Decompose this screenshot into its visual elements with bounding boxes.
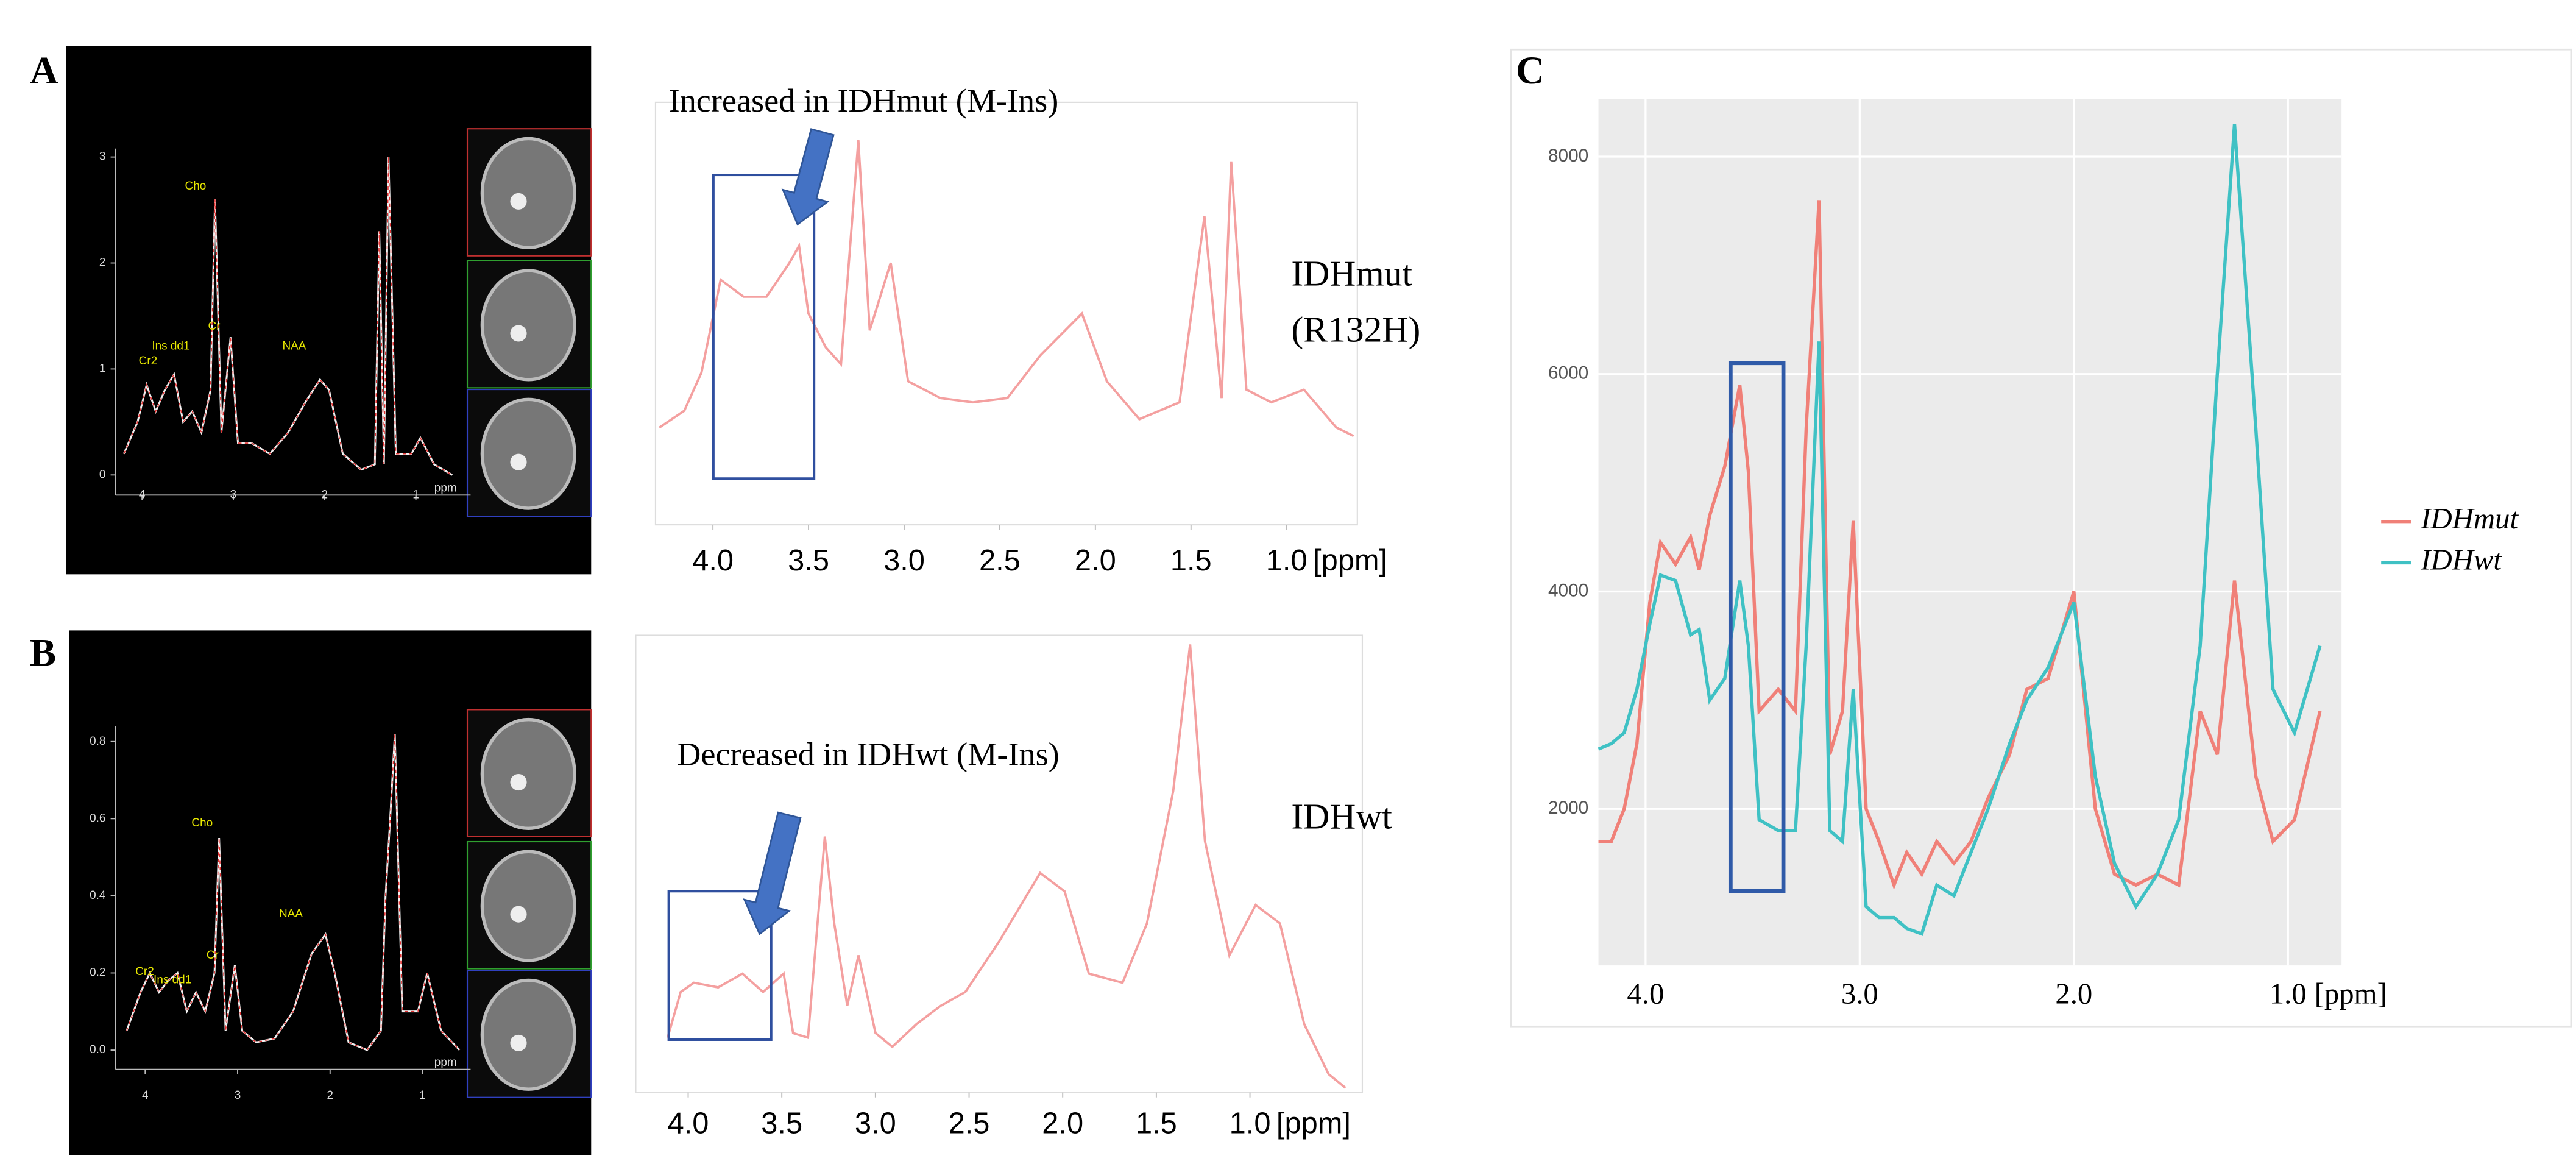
arrow — [781, 128, 835, 226]
group-label: IDHmut — [1291, 254, 1412, 294]
x-tick-label: 2.0 — [1042, 1107, 1083, 1140]
peak-label: Ins dd1 — [152, 340, 189, 353]
mri-brain — [480, 397, 576, 510]
lesion — [510, 193, 527, 210]
peak-label: Cho — [191, 817, 213, 829]
x-tick-label: 3 — [230, 488, 237, 501]
x-unit: ppm — [434, 1056, 457, 1069]
x-tick-label: 1.0 — [2270, 978, 2307, 1010]
mri-brain — [480, 978, 576, 1091]
peak-label: Cr — [207, 949, 219, 962]
x-tick-label: 4.0 — [692, 544, 734, 577]
x-tick-label: 1 — [419, 1089, 426, 1102]
annotation: Decreased in IDHwt (M-Ins) — [677, 736, 1060, 772]
annotation: Increased in IDHmut (M-Ins) — [669, 82, 1059, 119]
series-line — [1598, 200, 2322, 890]
highlight-box — [1728, 361, 1786, 893]
y-tick-label: 0.4 — [90, 889, 105, 902]
highlight-box — [667, 890, 773, 1041]
x-tick-label: 3.0 — [855, 1107, 896, 1140]
y-tick-label: 0.6 — [90, 812, 105, 825]
x-tick-label: 3.0 — [883, 544, 925, 577]
group-label: IDHwt — [1291, 796, 1392, 836]
x-unit: [ppm] — [1313, 544, 1387, 577]
x-tick-label: 2.0 — [1075, 544, 1116, 577]
spectrum-line — [659, 140, 1354, 438]
highlight-box — [712, 174, 816, 480]
y-tick-label: 1 — [99, 362, 106, 375]
x-tick-label: 2 — [327, 1089, 333, 1102]
lesion — [510, 906, 527, 923]
x-tick-label: 1 — [412, 488, 419, 501]
x-unit: [ppm] — [2315, 978, 2387, 1010]
lesion — [510, 773, 527, 791]
x-tick-label: 1.0 — [1266, 544, 1307, 577]
x-tick-label: 3.5 — [788, 544, 829, 577]
x-tick-label: 4 — [139, 488, 146, 501]
x-tick-label: 1.5 — [1170, 544, 1212, 577]
lesion — [510, 453, 527, 470]
lesion — [510, 325, 527, 342]
mri-brain — [480, 269, 576, 382]
mri-brain — [480, 717, 576, 831]
peak-label: Cr2 — [135, 965, 154, 978]
y-tick-label: 0.8 — [90, 735, 105, 748]
x-tick-label: 4.0 — [1627, 978, 1664, 1010]
x-tick-label: 1.0 — [1230, 1107, 1271, 1140]
mri-brain — [480, 137, 576, 249]
x-tick-label: 4.0 — [668, 1107, 709, 1140]
legend-label: IDHmut — [2420, 502, 2519, 535]
x-tick-label: 2 — [321, 488, 328, 501]
x-unit: [ppm] — [1276, 1107, 1351, 1140]
y-tick-label: 0 — [99, 468, 106, 481]
peak-label: Cho — [185, 180, 207, 193]
y-tick-label: 4000 — [1548, 580, 1588, 600]
panel-label: B — [30, 631, 56, 675]
y-tick-label: 2000 — [1548, 798, 1588, 818]
panel-label: A — [30, 49, 58, 93]
group-label: (R132H) — [1291, 310, 1420, 350]
lesion — [510, 1034, 527, 1051]
x-tick-label: 1.5 — [1136, 1107, 1177, 1140]
x-tick-label: 2.0 — [2055, 978, 2092, 1010]
x-tick-label: 3.5 — [761, 1107, 802, 1140]
peak-label: NAA — [282, 340, 306, 353]
peak-label: Ins dd1 — [154, 973, 191, 986]
y-tick-label: 0.0 — [90, 1043, 105, 1056]
x-tick-label: 4 — [142, 1089, 149, 1102]
x-tick-label: 2.5 — [979, 544, 1021, 577]
x-tick-label: 3 — [235, 1089, 241, 1102]
y-tick-label: 3 — [99, 151, 106, 163]
plot-background — [1598, 99, 2342, 966]
fit-line — [126, 734, 460, 1051]
mri-brain — [480, 850, 576, 962]
peak-label: Cr2 — [139, 355, 158, 367]
fit-line — [123, 157, 453, 476]
spectrum-frame — [654, 101, 1358, 526]
legend-label: IDHwt — [2420, 544, 2502, 577]
x-tick-label: 3.0 — [1841, 978, 1878, 1010]
x-tick-label: 2.5 — [949, 1107, 990, 1140]
peak-label: NAA — [279, 907, 303, 920]
panel-label: C — [1516, 49, 1545, 93]
spectrum-frame — [635, 634, 1364, 1093]
y-tick-label: 0.2 — [90, 967, 105, 979]
y-tick-label: 8000 — [1548, 146, 1588, 166]
series-line — [1598, 124, 2322, 936]
arrow — [743, 811, 802, 935]
peak-label: Cr — [208, 320, 220, 333]
y-tick-label: 6000 — [1548, 363, 1588, 383]
x-unit: ppm — [434, 482, 457, 495]
y-tick-label: 2 — [99, 257, 106, 269]
